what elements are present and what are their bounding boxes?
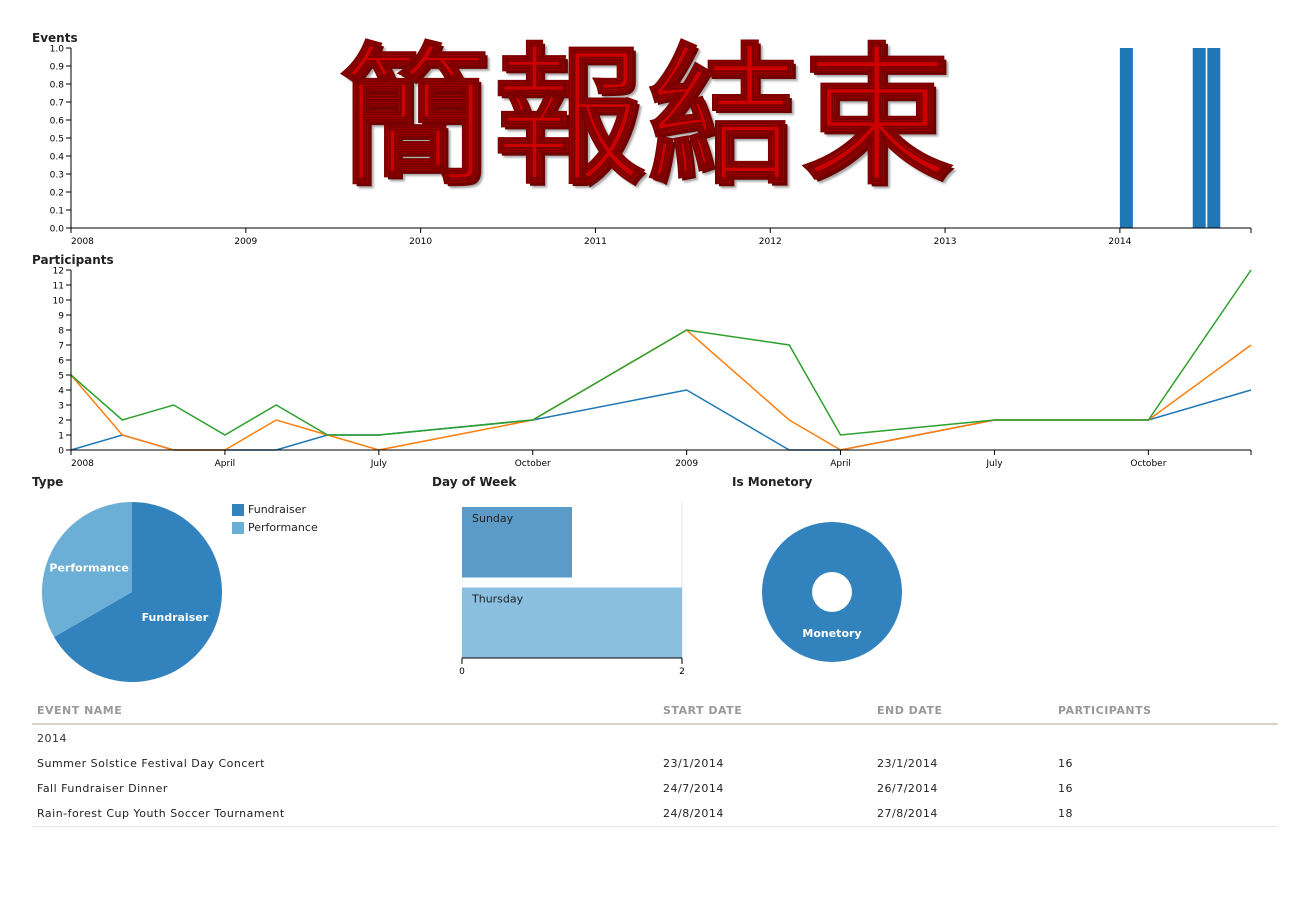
- participants-series-line: [70, 329, 1252, 451]
- events-y-tick-label: 0.7: [50, 99, 64, 109]
- participants-cell: 16: [1058, 782, 1073, 795]
- participants-x-tick-label: October: [515, 459, 551, 469]
- participants-y-tick-label: 3: [58, 402, 64, 412]
- day-of-week-chart-title: Day of Week: [432, 475, 517, 489]
- participants-y-tick-label: 11: [53, 282, 64, 292]
- events-x-tick-label: 2011: [584, 237, 607, 247]
- overlay-banner-text: 簡報結束: [339, 29, 957, 205]
- end-date-cell: 23/1/2014: [877, 757, 938, 770]
- events-y-tick-label: 0.4: [50, 153, 65, 163]
- end-date-cell: 27/8/2014: [872, 801, 1053, 827]
- participants-y-tick-label: 4: [58, 387, 64, 397]
- day-of-week-bar-label: Sunday: [472, 512, 514, 525]
- is-monetory-chart[interactable]: Monetory: [730, 490, 990, 690]
- events-y-tick-label: 0.2: [50, 189, 64, 199]
- events-y-tick-label: 0.5: [50, 135, 64, 145]
- day-of-week-bar-sunday: [462, 507, 572, 578]
- start-date-cell: 24/8/2014: [658, 801, 872, 827]
- events-y-tick-label: 0.8: [50, 81, 65, 91]
- participants-y-tick-label: 10: [53, 297, 65, 307]
- events-y-tick-label: 0.6: [50, 117, 65, 127]
- participants-y-tick-label: 8: [58, 327, 64, 337]
- is-monetory-donut-slice: [762, 522, 902, 662]
- participants-y-tick-label: 12: [53, 267, 64, 277]
- participants-x-tick-label: July: [370, 459, 388, 469]
- events-bar: [1207, 48, 1221, 228]
- column-header-start-date[interactable]: Start Date: [658, 698, 872, 725]
- type-chart-title: Type: [32, 475, 64, 489]
- participants-y-tick-label: 7: [58, 342, 64, 352]
- events-y-tick-label: 0.9: [50, 63, 65, 73]
- participants-cell: 18: [1053, 801, 1278, 827]
- end-date-cell: 26/7/2014: [877, 782, 938, 795]
- participants-y-tick-label: 2: [58, 417, 64, 427]
- type-pie-label: Performance: [49, 561, 128, 574]
- participants-chart-title: Participants: [32, 253, 114, 267]
- type-legend: Fundraiser Performance: [232, 503, 318, 534]
- events-x-tick-label: 2013: [934, 237, 957, 247]
- day-of-week-bar-thursday: [462, 587, 682, 658]
- participants-series-line: [70, 269, 1252, 436]
- table-header-row: Event Name Start Date End Date Participa…: [32, 698, 1278, 725]
- table-row[interactable]: Fall Fundraiser Dinner 24/7/2014 26/7/20…: [32, 776, 1278, 801]
- start-date-cell: 23/1/2014: [663, 757, 724, 770]
- events-bar: [1192, 48, 1206, 228]
- table-group-label: 2014: [37, 732, 67, 745]
- legend-swatch-fundraiser: [232, 503, 244, 516]
- events-x-tick-label: 2009: [234, 237, 257, 247]
- legend-item-performance[interactable]: Performance: [232, 521, 318, 534]
- events-y-tick-label: 0.0: [50, 225, 65, 235]
- day-of-week-chart[interactable]: Sunday Thursday 0 2: [430, 490, 710, 690]
- column-header-end-date[interactable]: End Date: [872, 698, 1053, 725]
- participants-x-tick-label: 2009: [675, 459, 698, 469]
- type-pie-slice-performance: [41, 502, 132, 637]
- events-x-tick-label: 2014: [1108, 237, 1131, 247]
- events-x-tick-label: 2012: [759, 237, 782, 247]
- participants-x-tick-label: April: [830, 459, 851, 469]
- column-header-event-name[interactable]: Event Name: [32, 698, 658, 725]
- events-y-tick-label: 0.3: [50, 171, 64, 181]
- participants-y-tick-label: 0: [58, 447, 64, 457]
- table-row[interactable]: Rain-forest Cup Youth Soccer Tournament …: [32, 801, 1278, 827]
- events-chart-title: Events: [32, 31, 78, 45]
- events-x-tick-label: 2008: [71, 237, 94, 247]
- type-chart[interactable]: Fundraiser Performance: [0, 490, 420, 690]
- is-monetory-donut-label: Monetory: [802, 627, 861, 640]
- events-chart[interactable]: 0.0 0.1 0.2 0.3 0.4 0.5 0.6 0.7 0.8 0.9 1.0 2008 200…: [0, 40, 1306, 250]
- table-row[interactable]: Summer Solstice Festival Day Concert 23/…: [32, 751, 1278, 776]
- type-pie-label: Fundraiser: [142, 611, 209, 624]
- participants-x-tick-label: April: [215, 459, 236, 469]
- participants-y-tick-label: 9: [58, 312, 64, 322]
- day-of-week-x-tick-label: 2: [679, 667, 685, 677]
- legend-label-performance: Performance: [248, 521, 318, 534]
- event-name-cell[interactable]: Rain-forest Cup Youth Soccer Tournament: [32, 801, 658, 827]
- day-of-week-x-tick-label: 0: [459, 667, 465, 677]
- participants-y-tick-label: 6: [58, 357, 64, 367]
- events-y-tick-label: 1.0: [50, 45, 65, 55]
- participants-x-tick-label: October: [1130, 459, 1166, 469]
- legend-item-fundraiser[interactable]: Fundraiser: [232, 503, 318, 516]
- participants-y-tick-label: 1: [58, 432, 64, 442]
- event-name-cell[interactable]: Fall Fundraiser Dinner: [37, 782, 168, 795]
- day-of-week-bar-label: Thursday: [471, 593, 524, 606]
- start-date-cell: 24/7/2014: [663, 782, 724, 795]
- legend-label-fundraiser: Fundraiser: [248, 503, 306, 516]
- is-monetory-chart-title: Is Monetory: [732, 475, 813, 489]
- events-y-tick-label: 0.1: [50, 207, 64, 217]
- participants-x-tick-label: 2008: [71, 459, 94, 469]
- events-bar: [1119, 48, 1133, 228]
- table-group-row: 2014: [32, 724, 1278, 751]
- legend-swatch-performance: [232, 521, 244, 534]
- column-header-participants[interactable]: Participants: [1053, 698, 1278, 725]
- participants-y-tick-label: 5: [58, 372, 64, 382]
- event-name-cell[interactable]: Summer Solstice Festival Day Concert: [37, 757, 265, 770]
- events-table: Event Name Start Date End Date Participa…: [32, 698, 1278, 827]
- events-table-container: Event Name Start Date End Date Participa…: [32, 698, 1278, 827]
- type-pie-slice-fundraiser: [54, 502, 222, 682]
- participants-cell: 16: [1058, 757, 1073, 770]
- events-x-tick-label: 2010: [409, 237, 432, 247]
- participants-x-tick-label: July: [985, 459, 1003, 469]
